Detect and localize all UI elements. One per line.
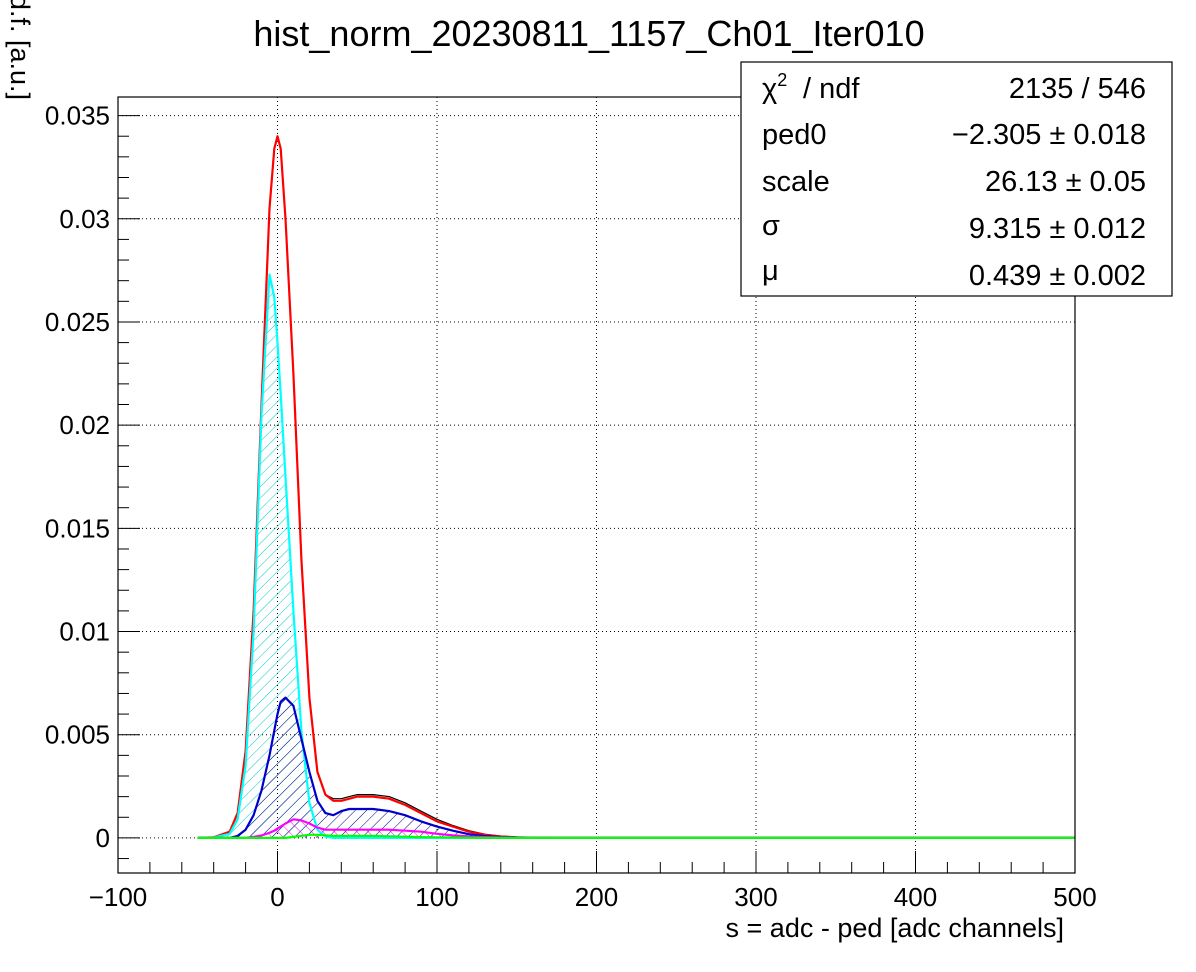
y-tick-label: 0.015 [45,513,110,543]
y-tick-label: 0.01 [59,617,110,647]
x-tick-label: 500 [1053,882,1096,912]
x-tick-label: 200 [575,882,618,912]
stats-row-value: −2.305 ± 0.018 [952,119,1146,151]
series-line [197,273,1075,839]
x-axis-label: s = adc - ped [adc channels] [726,913,1064,943]
stats-row-name: / ndf [803,73,860,105]
component-fills [197,274,1075,838]
x-tick-label: −100 [89,882,148,912]
stats-row-name: ped0 [762,119,827,151]
y-tick-label: 0.025 [45,307,110,337]
series-fill [197,697,1075,838]
y-axis-label: dN/ds p.d.f. [a.u.] [5,0,35,100]
y-tick-label: 0.03 [59,204,110,234]
series-line [197,833,1075,839]
y-tick-label: 0.035 [45,101,110,131]
x-tick-label: 400 [894,882,937,912]
series-fill [197,819,1075,838]
series-fill [197,274,1075,838]
chart-title: hist_norm_20230811_1157_Ch01_Iter010 [253,13,924,54]
series-lines [197,135,1075,839]
stats-box-frame [740,61,1173,297]
y-tick-label: 0.02 [59,410,110,440]
x-tick-label: 0 [270,882,284,912]
stats-row-name: σ [762,210,780,242]
stats-row-value: 26.13 ± 0.05 [985,166,1146,198]
y-tick-label: 0 [96,823,110,853]
x-tick-label: 100 [415,882,458,912]
x-tick-label: 300 [734,882,777,912]
stats-chi2-symbol: χ2 [762,70,787,105]
stats-row-value: 0.439 ± 0.002 [969,260,1146,292]
stats-box: χ2 / ndf 2135 / 546 ped0 −2.305 ± 0.018 … [740,61,1173,297]
stats-row-name: μ [762,255,779,287]
x-axis: −100 0 100 200 300 400 500 [89,851,1097,912]
stats-row-name: scale [762,166,830,198]
stats-row-value: 2135 / 546 [1009,73,1146,105]
stats-row-value: 9.315 ± 0.012 [969,213,1146,245]
y-tick-label: 0.005 [45,720,110,750]
y-axis: 0 0.005 0.01 0.015 0.02 0.025 0.03 0.035 [45,101,140,860]
